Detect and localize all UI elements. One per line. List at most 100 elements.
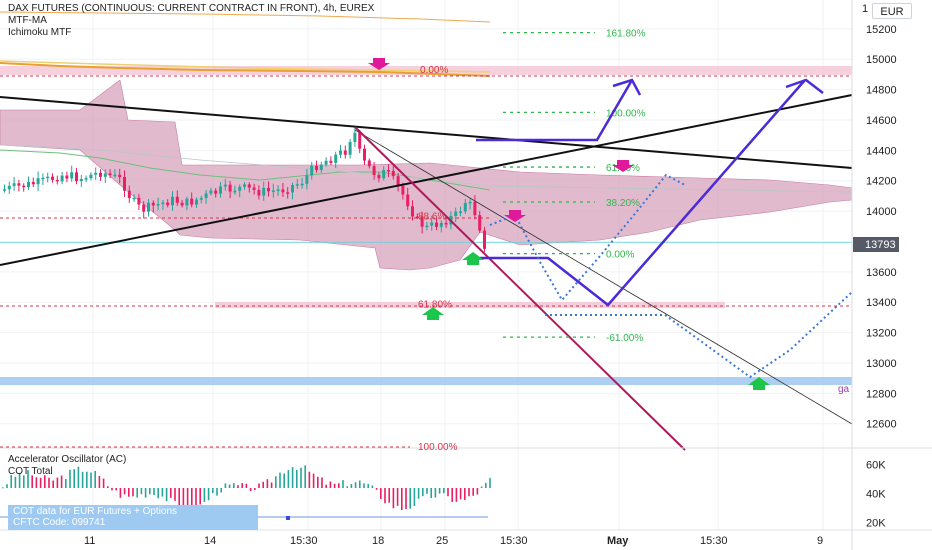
candle-body [113, 174, 117, 177]
time-axis-label: 25 [436, 535, 448, 547]
side-label: ga [838, 384, 850, 395]
fib-label: 38.20% [606, 198, 640, 209]
ac-bar [434, 488, 437, 498]
price-axis-label: 14000 [866, 206, 897, 218]
candle-body [127, 190, 131, 199]
ac-bar [275, 476, 277, 488]
indicator-mtf-ma[interactable]: MTF-MA [8, 15, 47, 26]
ac-bar [178, 488, 180, 507]
ac-bar [224, 483, 227, 488]
ac-bar [174, 488, 176, 501]
candle-body [310, 165, 314, 176]
ac-bar [81, 471, 84, 488]
candle-body [281, 189, 285, 193]
candle-body [300, 183, 304, 186]
ac-bar [270, 482, 273, 488]
indicator-cot-title[interactable]: COT Total [8, 466, 53, 477]
candle-body [454, 211, 458, 216]
time-axis-label: 15:30 [500, 535, 528, 547]
ac-bar [144, 488, 147, 498]
price-axis-label: 13200 [866, 328, 897, 340]
price-axis[interactable]: 1520015000148001460014400142001400013800… [866, 24, 897, 431]
ac-bar [153, 488, 155, 496]
fib-label: 161.80% [606, 29, 646, 40]
candle-body [175, 196, 179, 203]
support-zone [215, 302, 725, 308]
ac-bar [468, 488, 470, 497]
candle-body [396, 176, 400, 186]
candle-body [84, 178, 88, 180]
indicator-ac-title[interactable]: Accelerator Oscillator (AC) [8, 454, 127, 465]
cot-info-box: COT data for EUR Futures + Options CFTC … [8, 505, 258, 530]
ac-bar [485, 482, 487, 488]
ac-bar [266, 479, 269, 488]
ac-bar [350, 483, 353, 488]
ac-bar [464, 488, 466, 500]
ac-bar [422, 488, 424, 497]
candle-body [262, 187, 266, 196]
candle-body [55, 179, 59, 182]
ac-bar [10, 475, 12, 488]
indicator-ichimoku[interactable]: Ichimoku MTF [8, 27, 72, 38]
candle-body [334, 154, 338, 163]
ac-bar [249, 488, 252, 492]
ac-bar [14, 476, 17, 488]
candle-body [468, 201, 472, 204]
candle-body [199, 197, 203, 200]
ac-bar [279, 472, 281, 488]
ac-bar [325, 484, 327, 488]
candle-body [276, 189, 280, 191]
price-axis-label: 12600 [866, 419, 897, 431]
price-labels: 0.00% 61.80% 88.6% [418, 65, 452, 311]
price-axis-label: 14800 [866, 85, 897, 97]
candle-body [12, 183, 16, 186]
ac-bar [480, 486, 483, 488]
time-axis-label: 15:30 [290, 535, 318, 547]
ac-bar [363, 483, 365, 488]
candle-body [348, 141, 352, 155]
scale-number: 1 [862, 3, 869, 15]
ac-bar [392, 488, 395, 509]
candle-body [252, 187, 256, 190]
price-axis-label: 13400 [866, 297, 897, 309]
green-arrow-marker [748, 377, 770, 390]
candle-body [41, 177, 45, 180]
candle-body [243, 184, 246, 187]
ac-bar [140, 488, 143, 495]
time-axis[interactable]: 11 14 15:30 18 25 15:30 May 15:30 9 [84, 535, 823, 547]
ac-bar [207, 488, 210, 501]
ac-bar [417, 488, 420, 499]
ac-bar [375, 488, 378, 490]
ac-bar [354, 482, 357, 488]
time-axis-label: 15:30 [700, 535, 728, 547]
ac-bar [39, 477, 42, 488]
ac-bar [115, 488, 117, 491]
currency-button[interactable]: EUR [872, 3, 912, 19]
candle-body [195, 199, 198, 205]
ac-bar [52, 480, 54, 488]
price-axis-label: 15200 [866, 24, 897, 36]
candle-body [238, 186, 242, 191]
candle-body [31, 181, 35, 185]
candle-body [3, 189, 6, 191]
ac-bar [220, 488, 222, 493]
candle-body [420, 216, 424, 227]
candle-body [108, 173, 112, 175]
ac-bar [258, 483, 260, 488]
ac-bar [245, 483, 248, 488]
candle-body [291, 185, 294, 193]
ac-bar [60, 475, 63, 488]
candle-body [94, 172, 98, 175]
green-arrow-marker [422, 307, 444, 320]
time-axis-label: 14 [204, 535, 216, 547]
candle-body [444, 222, 448, 225]
time-axis-label: 18 [372, 535, 384, 547]
candle-body [103, 173, 107, 177]
indicator-axis[interactable]: 60K 40K 20K [866, 460, 886, 530]
time-axis-label: 11 [84, 535, 95, 547]
ac-bar [371, 485, 374, 488]
candle-body [271, 190, 275, 192]
candle-body [70, 172, 74, 179]
mtf-ma-line-1 [0, 11, 491, 23]
